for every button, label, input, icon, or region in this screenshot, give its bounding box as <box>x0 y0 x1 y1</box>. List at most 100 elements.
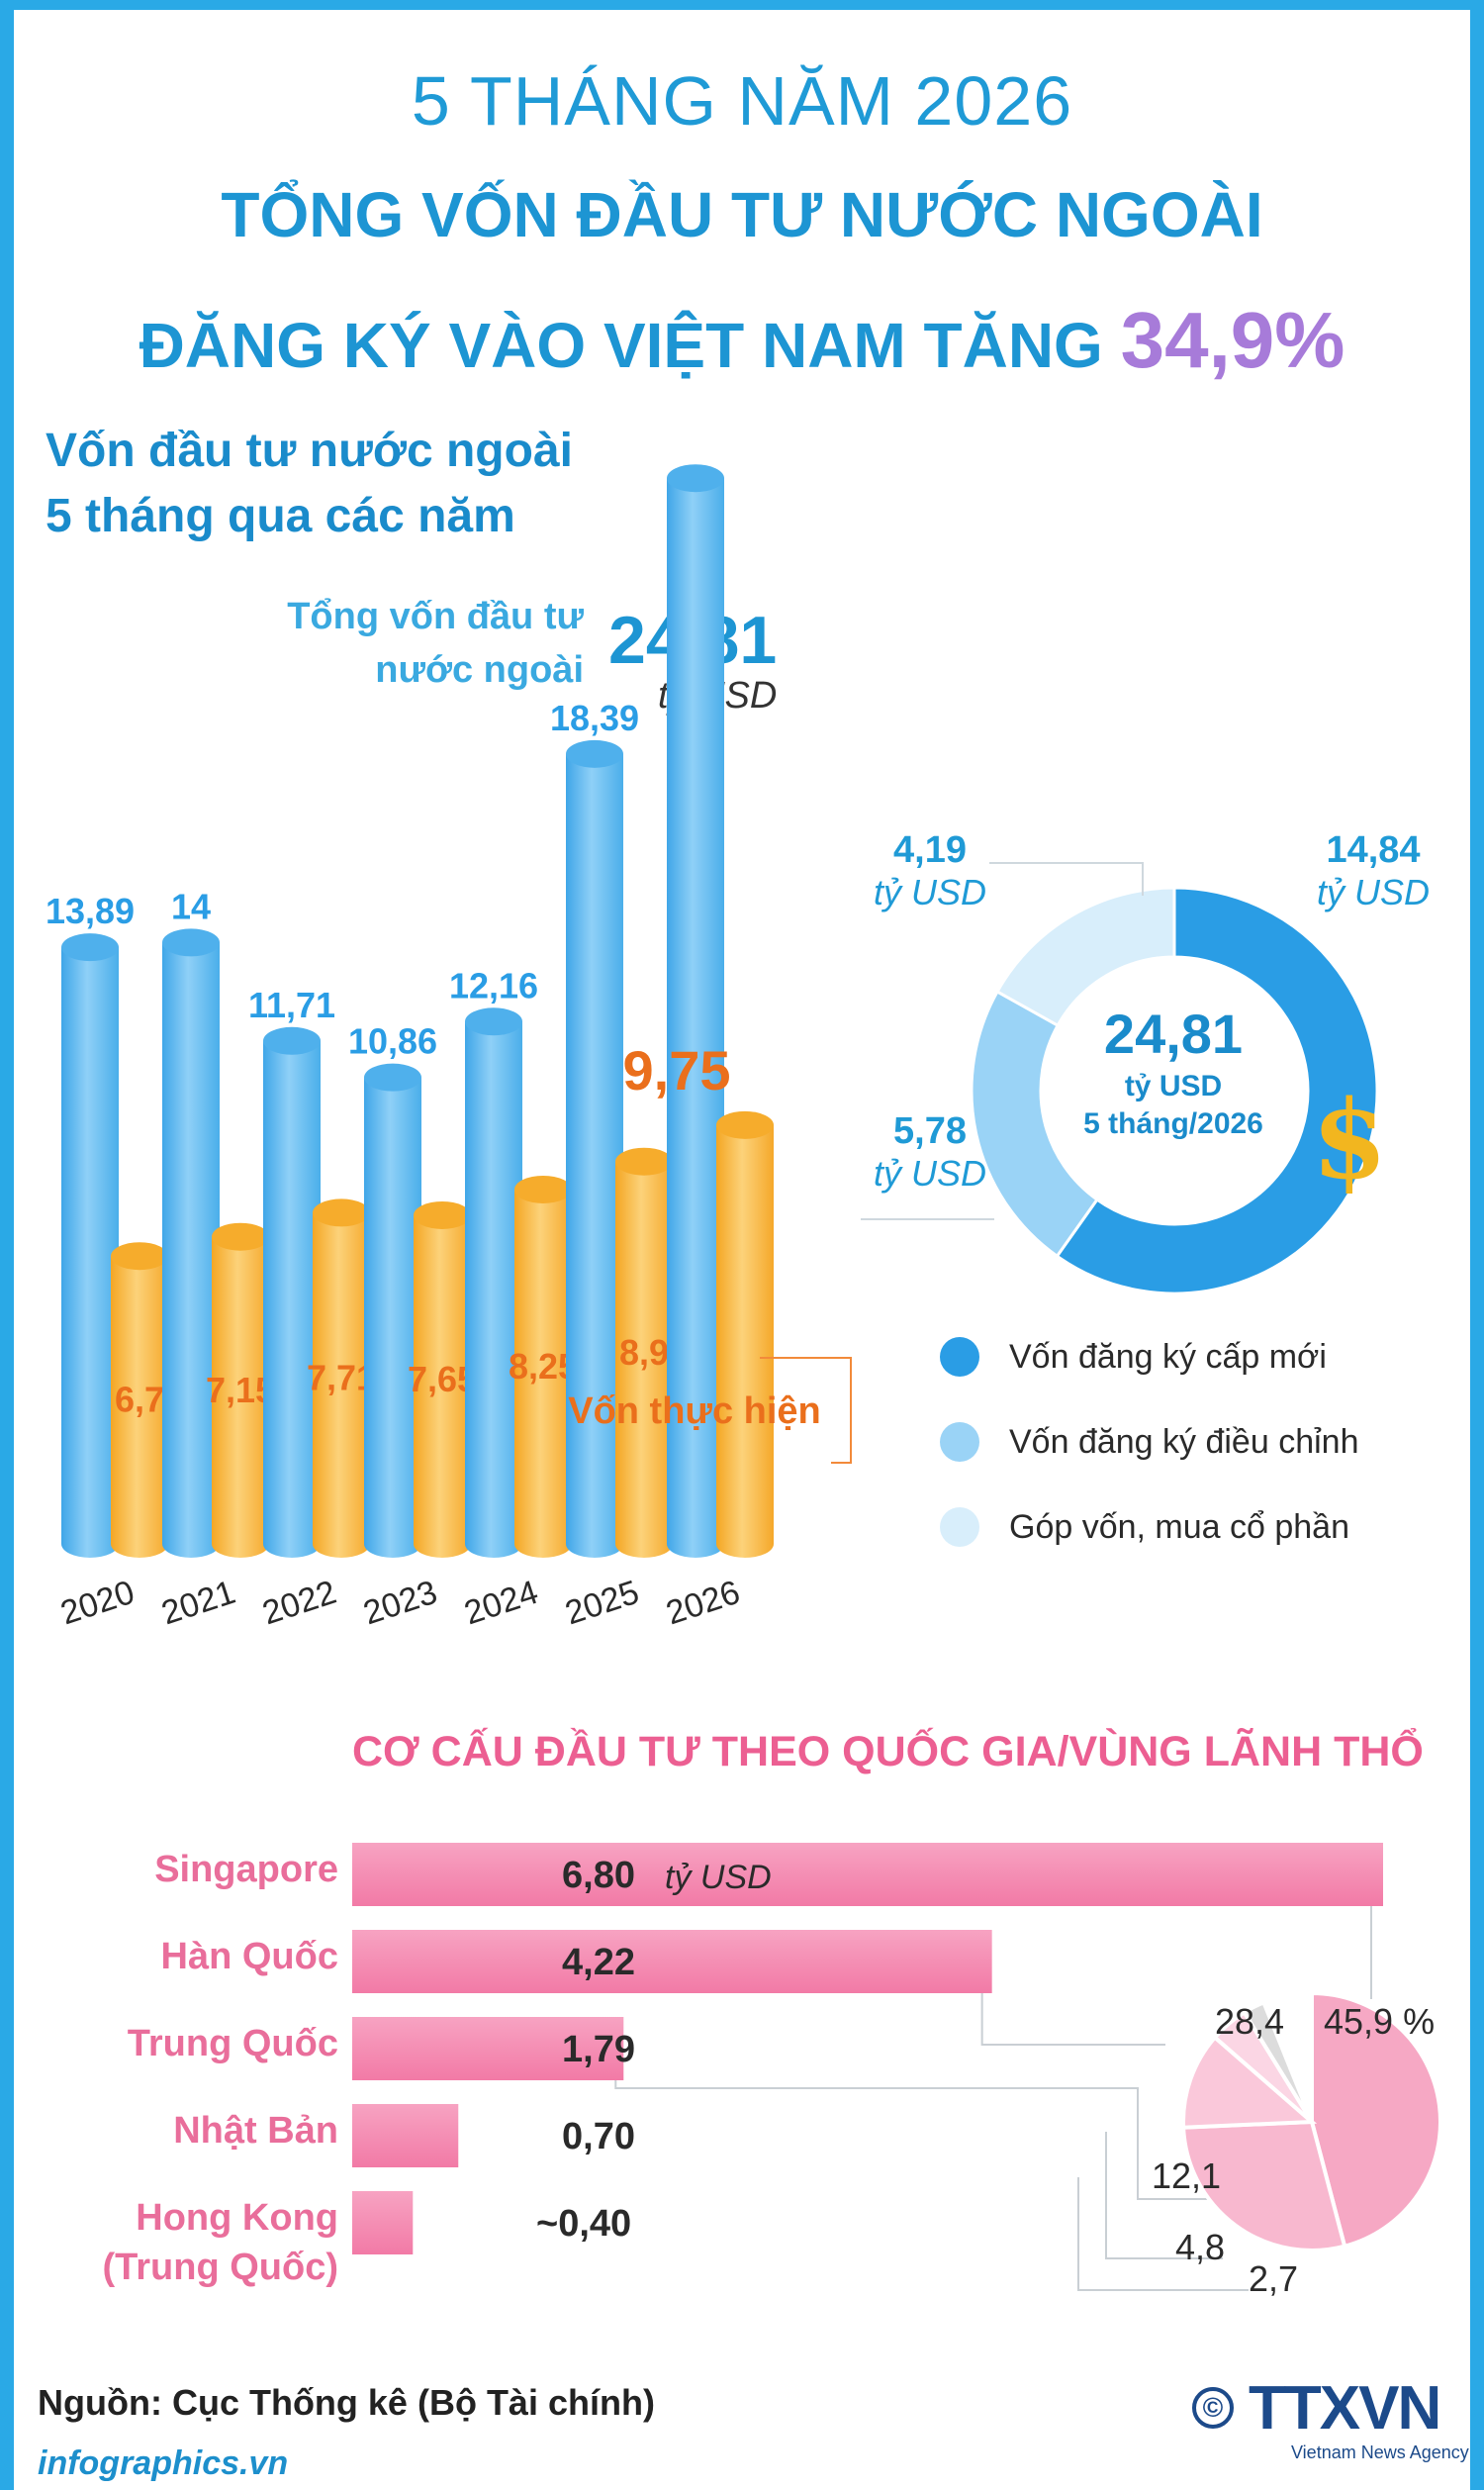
total-bar-2024-top <box>465 1007 522 1036</box>
implemented-bar-2024-body <box>514 1189 572 1544</box>
total-bar-2020-base <box>61 1530 119 1558</box>
pie-label-china: 12,1 <box>1152 2155 1222 2196</box>
total-bar-2020-top <box>61 933 119 962</box>
total-bar-2024-body <box>465 1021 522 1544</box>
total-bar-2024-base <box>465 1530 522 1558</box>
headline-main: TỔNG VỐN ĐẦU TƯ NƯỚC NGOÀI <box>221 179 1263 250</box>
total-value-label-2023: 10,86 <box>348 1021 437 1062</box>
implemented-value-label-2025: 8,9 <box>619 1332 669 1373</box>
ttxvn-logo-subtitle: Vietnam News Agency <box>1291 2442 1469 2462</box>
year-label-2024: 2024 <box>460 1574 543 1633</box>
total-value-label-2021: 14 <box>171 886 211 926</box>
implemented-callout: Vốn thực hiện <box>568 1357 852 1464</box>
donut-center-unit: tỷ USD <box>1124 1070 1223 1102</box>
legend-dot-shares <box>940 1507 979 1547</box>
donut-unit-new: tỷ USD <box>1316 872 1430 912</box>
country-connector-4 <box>1077 2177 1249 2291</box>
donut-slice-0 <box>1055 886 1379 1295</box>
country-unit-singapore: tỷ USD <box>665 1859 772 1896</box>
implemented-value-label-2020: 6,7 <box>115 1380 164 1420</box>
legend-label-adjusted: Vốn đăng ký điều chỉnh <box>1009 1422 1359 1461</box>
total-bar-2021 <box>162 928 220 1558</box>
donut-value-new: 14,84 <box>1326 829 1421 871</box>
source-note: Nguồn: Cục Thống kê (Bộ Tài chính) <box>38 2382 655 2423</box>
year-bar-chart: 13,896,72020147,15202111,717,71202210,86… <box>46 464 774 1632</box>
country-bar-1 <box>352 1930 992 1993</box>
implemented-bar-2022-top <box>313 1198 370 1227</box>
country-value-korea: 4,22 <box>562 1942 635 1983</box>
donut-unit-shares: tỷ USD <box>873 872 986 912</box>
country-label-korea: Hàn Quốc <box>160 1936 338 1977</box>
footer-site-link[interactable]: infographics.vn <box>38 2444 289 2482</box>
legend-dot-new <box>940 1337 979 1377</box>
headline-period: 5 THÁNG NĂM 2026 <box>411 62 1073 140</box>
country-value-singapore: 6,80 <box>562 1855 635 1896</box>
country-bar-0 <box>352 1843 1383 1906</box>
implemented-bar-2021-top <box>212 1222 269 1251</box>
total-label-line1: Tổng vốn đầu tư <box>287 596 584 637</box>
donut-label-new: 14,84 tỷ USD <box>1304 829 1442 913</box>
donut-label-connectors <box>861 862 1144 1220</box>
year-label-2026: 2026 <box>662 1574 745 1633</box>
total-value-label-2020: 13,89 <box>46 891 135 931</box>
donut-center-period: 5 tháng/2026 <box>1083 1107 1263 1140</box>
copyright-icon: © <box>1192 2387 1234 2429</box>
implemented-bar-2021 <box>212 1222 269 1558</box>
total-bar-2022-body <box>263 1040 321 1544</box>
implemented-bar-2026 <box>716 1110 774 1558</box>
implemented-bar-2020-body <box>111 1256 168 1544</box>
donut-center-value: 24,81 <box>1103 1003 1244 1065</box>
donut-label-adjusted: 5,78 tỷ USD <box>871 1110 989 1195</box>
country-connector-1 <box>980 1993 1165 2046</box>
country-pie-chart <box>1181 1990 1442 2252</box>
total-bar-2020-body <box>61 947 119 1544</box>
total-bar-2025-base <box>566 1530 623 1558</box>
total-value-label-2025: 18,39 <box>550 698 639 738</box>
total-bar-2025-body <box>566 753 623 1544</box>
legend-dot-adjusted <box>940 1422 979 1462</box>
implemented-bar-2023 <box>414 1200 471 1558</box>
implemented-bar-2026-base <box>716 1530 774 1558</box>
implemented-bar-2023-base <box>414 1530 471 1558</box>
total-label-line2: nước ngoài <box>375 649 584 691</box>
implemented-bar-2020 <box>111 1242 168 1558</box>
implemented-bar-2026-top <box>716 1110 774 1139</box>
pie-slice-1 <box>1181 2119 1347 2252</box>
total-bar-2023-base <box>364 1530 421 1558</box>
total-bar-2023-body <box>364 1077 421 1544</box>
donut-unit-adjusted: tỷ USD <box>873 1153 986 1194</box>
total-bar-2021-top <box>162 928 220 957</box>
total-bar-2025-top <box>566 739 623 768</box>
pie-slice-4 <box>1241 1999 1314 2124</box>
total-bar-2025 <box>566 739 623 1558</box>
country-label-china: Trung Quốc <box>127 2023 338 2064</box>
legend-item-new: Vốn đăng ký cấp mới <box>940 1332 1327 1382</box>
country-connectors <box>614 1906 1372 2291</box>
legend-label-new: Vốn đăng ký cấp mới <box>1009 1337 1327 1376</box>
implemented-bar-2023-body <box>414 1214 471 1544</box>
pie-label-korea: 28,4 <box>1215 2001 1285 2042</box>
pie-label-singapore: 45,9 % <box>1324 2001 1436 2042</box>
total-bar-2022 <box>263 1026 321 1558</box>
donut-label-shares: 4,19 tỷ USD <box>871 829 989 913</box>
legend-label-shares: Góp vốn, mua cổ phần <box>1009 1507 1350 1546</box>
total-bar-2020 <box>61 933 119 1558</box>
implemented-bar-2025 <box>615 1147 673 1558</box>
pie-label-japan: 4,8 <box>1175 2227 1226 2267</box>
legend-item-adjusted: Vốn đăng ký điều chỉnh <box>940 1417 1358 1467</box>
ttxvn-logo: TTXVN <box>1249 2374 1441 2442</box>
total-bar-2022-top <box>263 1026 321 1055</box>
country-value-hongkong: ~0,40 <box>536 2203 632 2245</box>
year-label-2022: 2022 <box>258 1574 341 1633</box>
implemented-bar-2022 <box>313 1198 370 1558</box>
year-label-2021: 2021 <box>157 1574 240 1633</box>
total-bar-2024 <box>465 1007 522 1558</box>
total-bar-2026-body <box>667 478 724 1545</box>
implemented-bar-2020-base <box>111 1530 168 1558</box>
implemented-bar-2021-body <box>212 1236 269 1544</box>
donut-slice-2 <box>995 886 1176 1028</box>
implemented-label: Vốn thực hiện <box>568 1390 821 1432</box>
implemented-bar-2024 <box>514 1175 572 1558</box>
donut-center: 24,81 tỷ USD 5 tháng/2026 <box>1074 1002 1272 1141</box>
legend-item-shares: Góp vốn, mua cổ phần <box>940 1502 1349 1552</box>
